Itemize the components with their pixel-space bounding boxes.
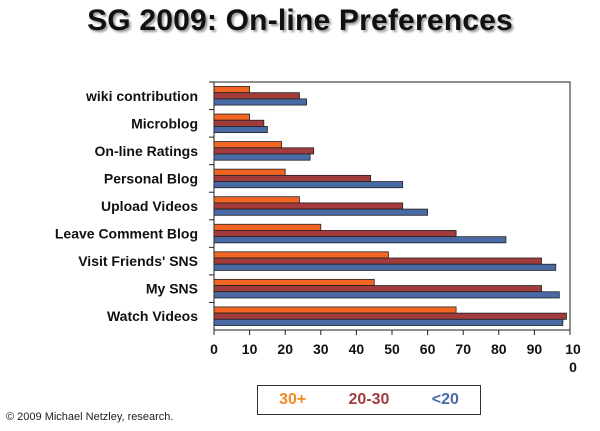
bar (213, 208, 429, 216)
x-tick-label: 90 (527, 341, 543, 357)
x-tick-label: 50 (384, 341, 400, 357)
bar (213, 263, 557, 271)
legend-entry-20-30: 20-30 (348, 391, 390, 408)
bar (213, 86, 250, 94)
x-tick-label: 10 (565, 341, 581, 357)
bar (213, 92, 300, 100)
bar (213, 278, 375, 286)
bar (213, 202, 404, 210)
bar (213, 230, 457, 238)
category-label: wiki contribution (85, 88, 198, 104)
bar (213, 168, 286, 176)
copyright-note: © 2009 Michael Netzley, research. (6, 411, 174, 423)
x-tick-label: 40 (349, 341, 365, 357)
x-tick-label: 70 (455, 341, 471, 357)
legend-entry-30-plus: 30+ (279, 391, 307, 408)
bar (213, 153, 311, 161)
chart-title: SG 2009: On-line Preferences (87, 4, 513, 37)
bar (213, 181, 404, 189)
bar (213, 141, 283, 149)
chart-legend: 30+ 20-30 <20 (257, 385, 481, 415)
bar (213, 285, 542, 293)
category-label: My SNS (146, 281, 198, 297)
bar (213, 312, 567, 320)
bar (213, 126, 268, 134)
bar (213, 98, 307, 106)
bar (213, 306, 457, 314)
category-label: Visit Friends' SNS (78, 253, 198, 269)
x-tick-label: 0 (569, 359, 577, 375)
bar (213, 147, 315, 155)
category-label: Upload Videos (101, 198, 198, 214)
bar (213, 236, 507, 244)
category-label: On-line Ratings (95, 143, 199, 159)
bar (213, 174, 372, 182)
bar (213, 223, 322, 231)
bar (213, 251, 389, 259)
bar (213, 196, 300, 204)
x-tick-label: 10 (242, 341, 258, 357)
bar (213, 119, 265, 127)
bar (213, 257, 542, 265)
bar (213, 291, 560, 299)
category-label: Microblog (131, 115, 198, 131)
x-tick-label: 0 (210, 341, 218, 357)
x-tick-label: 20 (277, 341, 293, 357)
legend-entry-under-20: <20 (431, 391, 459, 408)
bar (213, 113, 250, 121)
x-tick-label: 30 (313, 341, 329, 357)
x-tick-label: 60 (420, 341, 436, 357)
category-label: Watch Videos (107, 308, 198, 324)
bar (213, 318, 564, 326)
x-tick-label: 80 (491, 341, 507, 357)
category-label: Personal Blog (104, 170, 198, 186)
category-label: Leave Comment Blog (55, 226, 198, 242)
